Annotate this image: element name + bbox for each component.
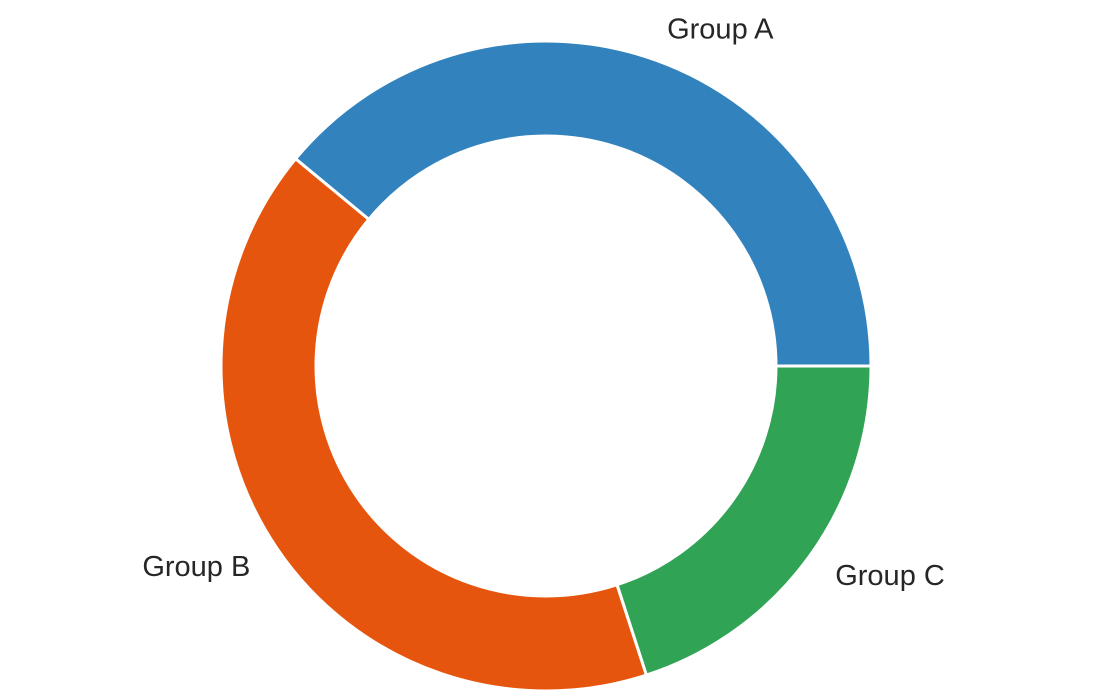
slice-group-a [294, 39, 873, 368]
slice-label-group-b: Group B [142, 551, 250, 583]
slice-label-group-c: Group C [835, 560, 945, 592]
donut-slices [219, 39, 873, 693]
slice-group-c [615, 364, 873, 677]
slice-group-b [219, 157, 648, 693]
slice-label-group-a: Group A [667, 14, 774, 46]
slice-labels: Group A Group B Group C [142, 14, 945, 592]
